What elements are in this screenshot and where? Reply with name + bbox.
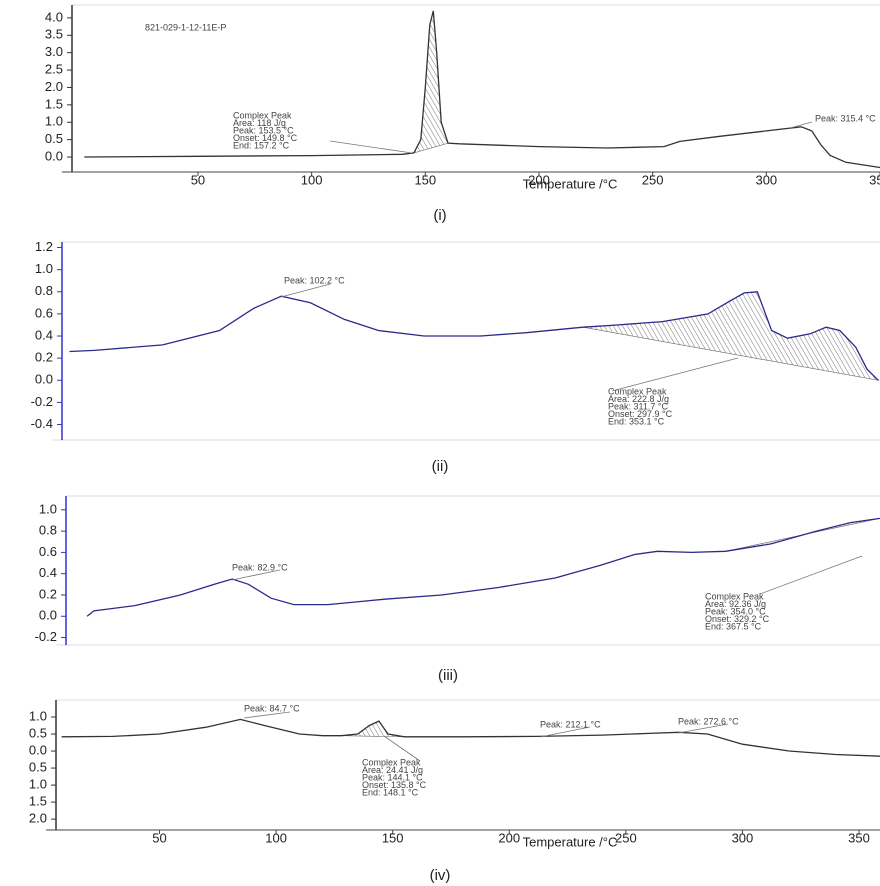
leader-line xyxy=(383,735,421,762)
x-tick-label: 100 xyxy=(301,172,323,187)
y-tick-label: 1.0 xyxy=(29,708,47,723)
x-tick-label: 200 xyxy=(498,830,520,845)
curve xyxy=(69,291,879,381)
y-tick-label: 0.0 xyxy=(35,372,53,387)
annotation: Peak: 102.2 °C xyxy=(284,275,345,285)
annotation: Onset: 297.9 °C xyxy=(608,409,673,419)
y-tick-label: 2.0 xyxy=(29,811,47,826)
annotation: Complex Peak xyxy=(705,591,764,601)
x-tick-label: 300 xyxy=(732,830,754,845)
y-tick-label: 0.5 xyxy=(45,131,63,146)
x-tick-label: 50 xyxy=(191,172,205,187)
y-tick-label: 0.5 xyxy=(29,760,47,775)
annotation: Onset: 135.8 °C xyxy=(362,780,427,790)
leader-line xyxy=(329,140,413,154)
y-tick-label: 0.8 xyxy=(35,283,53,298)
leader-line xyxy=(243,711,291,719)
annotation: Area: 222.8 J/g xyxy=(608,394,669,404)
y-tick-label: 1.0 xyxy=(35,261,53,276)
y-tick-label: 0.2 xyxy=(39,586,57,601)
x-tick-label: 150 xyxy=(414,172,436,187)
annotation: Area: 118 J/g xyxy=(233,118,286,128)
annotation: Area: 24.41 J/g xyxy=(362,765,423,775)
caption: (i) xyxy=(433,207,446,224)
annotation: End: 353.1 °C xyxy=(608,416,665,426)
x-tick-label: 300 xyxy=(755,172,777,187)
y-tick-label: 1.0 xyxy=(45,114,63,129)
y-tick-label: 2.0 xyxy=(45,79,63,94)
annotation: Peak: 354.0 °C xyxy=(705,606,766,616)
annotation: Peak: 84.7 °C xyxy=(244,703,300,713)
leader-line xyxy=(280,283,331,298)
annotation: Peak: 82.9 °C xyxy=(232,562,288,572)
peak-area xyxy=(413,10,449,154)
y-tick-label: 3.0 xyxy=(45,44,63,59)
curve xyxy=(84,10,880,169)
x-tick-label: 150 xyxy=(382,830,404,845)
leader-line xyxy=(789,121,813,129)
curve xyxy=(86,517,880,617)
y-tick-label: 1.5 xyxy=(29,794,47,809)
x-tick-label: 350 xyxy=(848,830,870,845)
y-tick-label: 0.0 xyxy=(45,148,63,163)
y-tick-label: -0.2 xyxy=(35,629,57,644)
leader-line xyxy=(231,569,281,581)
annotation: Area: 92.36 J/g xyxy=(705,599,766,609)
annotation: End: 367.5 °C xyxy=(705,621,762,631)
y-tick-label: 4.0 xyxy=(45,9,63,24)
x-tick-label: 250 xyxy=(642,172,664,187)
y-tick-label: 2.5 xyxy=(45,61,63,76)
x-tick-label: 50 xyxy=(152,830,166,845)
y-tick-label: 0.6 xyxy=(39,544,57,559)
annotation: Peak: 153.5 °C xyxy=(233,125,294,135)
annotation: Complex Peak xyxy=(362,757,421,767)
y-tick-label: 0.0 xyxy=(29,742,47,757)
y-tick-label: -0.4 xyxy=(31,416,53,431)
annotation: End: 148.1 °C xyxy=(362,787,419,797)
peak-area xyxy=(582,291,880,381)
y-tick-label: 1.0 xyxy=(29,777,47,792)
leader-line xyxy=(539,726,591,738)
y-tick-label: 0.5 xyxy=(29,725,47,740)
x-tick-label: 100 xyxy=(265,830,287,845)
x-tick-label: 350 xyxy=(869,172,880,187)
curve xyxy=(61,718,880,757)
annotation: Peak: 212.1 °C xyxy=(540,719,601,729)
leader-line xyxy=(677,723,729,734)
x-tick-label: 250 xyxy=(615,830,637,845)
annotation: Peak: 272.6 °C xyxy=(678,716,739,726)
y-tick-label: 0.2 xyxy=(35,350,53,365)
y-tick-label: 1.0 xyxy=(39,501,57,516)
annotation: End: 157.2 °C xyxy=(233,140,290,150)
leader-line xyxy=(759,555,863,595)
y-tick-label: 0.4 xyxy=(35,327,53,342)
annotation: Onset: 149.8 °C xyxy=(233,133,298,143)
y-tick-label: 0.6 xyxy=(35,305,53,320)
y-tick-label: 0.0 xyxy=(39,608,57,623)
leader-line xyxy=(611,357,739,392)
y-tick-label: -0.2 xyxy=(31,394,53,409)
x-tick-label: 200 xyxy=(528,172,550,187)
caption: (ii) xyxy=(432,458,449,475)
annotation: Peak: 311.7 °C xyxy=(608,401,668,411)
x-axis-label: Temperature /°C xyxy=(523,834,618,849)
chart-title: 821-029-1-12-11E-P xyxy=(145,22,226,32)
caption: (iii) xyxy=(438,667,458,684)
y-tick-label: 0.4 xyxy=(39,565,57,580)
y-tick-label: 1.5 xyxy=(45,96,63,111)
caption: (iv) xyxy=(430,867,451,884)
annotation: Complex Peak xyxy=(233,110,292,120)
annotation: Peak: 315.4 °C xyxy=(815,113,876,123)
y-tick-label: 1.2 xyxy=(35,239,53,254)
y-tick-label: 0.8 xyxy=(39,523,57,538)
annotation: Onset: 329.2 °C xyxy=(705,614,770,624)
annotation: Complex Peak xyxy=(608,386,667,396)
x-axis-label: Temperature /°C xyxy=(523,176,618,191)
y-tick-label: 3.5 xyxy=(45,27,63,42)
annotation: Peak: 144.1 °C xyxy=(362,772,423,782)
